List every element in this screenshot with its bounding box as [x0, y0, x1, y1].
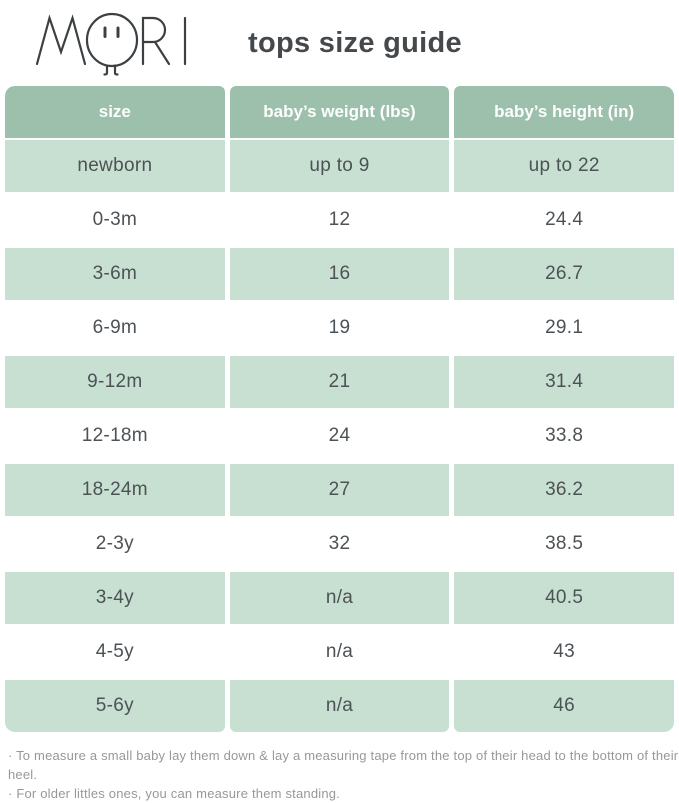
- note-line: · For older littles ones, you can measur…: [8, 786, 341, 801]
- height-cell: 36.2: [454, 464, 674, 516]
- column-header-size: size: [5, 86, 225, 138]
- size-cell: 3-4y: [5, 572, 225, 624]
- column-header-weight: baby’s weight (lbs): [229, 86, 450, 138]
- height-cell: 33.8: [454, 410, 674, 462]
- size-cell: 18-24m: [5, 464, 225, 516]
- size-cell: 5-6y: [5, 680, 225, 732]
- size-cell: 2-3y: [5, 518, 225, 570]
- size-cell: 0-3m: [5, 194, 225, 246]
- height-cell: 46: [454, 680, 674, 732]
- size-cell: newborn: [5, 140, 225, 192]
- height-cell: 43: [454, 626, 674, 678]
- size-cell: 6-9m: [5, 302, 225, 354]
- top-header: tops size guide: [0, 0, 679, 86]
- weight-cell: 24: [229, 410, 450, 462]
- weight-cell: up to 9: [229, 140, 450, 192]
- weight-cell: n/a: [229, 626, 450, 678]
- weight-cell: n/a: [229, 572, 450, 624]
- note-line: · To measure a small baby lay them down …: [8, 748, 679, 782]
- weight-cell: n/a: [229, 680, 450, 732]
- height-cell: up to 22: [454, 140, 674, 192]
- weight-cell: 32: [229, 518, 450, 570]
- column-header-height: baby’s height (in): [454, 86, 674, 138]
- weight-cell: 12: [229, 194, 450, 246]
- page-title: tops size guide: [248, 26, 462, 59]
- weight-cell: 27: [229, 464, 450, 516]
- size-cell: 9-12m: [5, 356, 225, 408]
- size-cell: 4-5y: [5, 626, 225, 678]
- weight-cell: 19: [229, 302, 450, 354]
- mori-logo: [30, 10, 208, 76]
- measuring-notes: · To measure a small baby lay them down …: [8, 746, 679, 803]
- size-guide-table: size baby’s weight (lbs) baby’s height (…: [5, 86, 674, 732]
- weight-cell: 21: [229, 356, 450, 408]
- height-cell: 26.7: [454, 248, 674, 300]
- size-cell: 12-18m: [5, 410, 225, 462]
- size-cell: 3-6m: [5, 248, 225, 300]
- mori-logo-icon: [35, 12, 187, 76]
- height-cell: 31.4: [454, 356, 674, 408]
- weight-cell: 16: [229, 248, 450, 300]
- height-cell: 38.5: [454, 518, 674, 570]
- height-cell: 40.5: [454, 572, 674, 624]
- height-cell: 29.1: [454, 302, 674, 354]
- height-cell: 24.4: [454, 194, 674, 246]
